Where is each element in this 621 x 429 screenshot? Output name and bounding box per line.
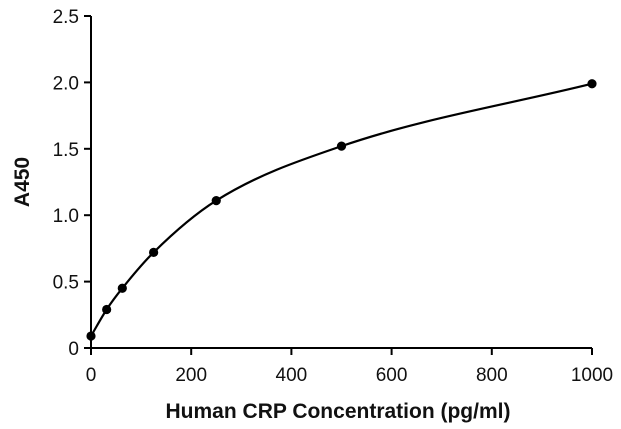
fit-curve (90, 82, 593, 337)
data-point (86, 331, 96, 341)
axes (90, 16, 592, 349)
x-tick-label: 600 (376, 365, 408, 386)
y-tick-label: 2.5 (53, 7, 79, 28)
x-tick-label: 1000 (571, 365, 613, 386)
y-tick-label: 0 (68, 339, 79, 360)
x-axis-title: Human CRP Concentration (pg/ml) (166, 400, 511, 423)
y-tick-label: 1.5 (53, 140, 79, 161)
data-point (211, 195, 221, 206)
x-tick-label: 800 (476, 365, 508, 386)
y-tick-label: 1.0 (53, 206, 79, 227)
data-point (117, 283, 127, 293)
data-point (102, 304, 112, 315)
y-axis-title: A450 (11, 157, 34, 207)
x-ticks: 0 200 400 600 800 1000 (86, 348, 613, 386)
x-tick-label: 200 (175, 365, 207, 386)
y-tick-label: 2.0 (53, 73, 79, 94)
data-points (86, 79, 597, 341)
x-tick-label: 0 (86, 365, 97, 386)
data-point (587, 79, 597, 89)
y-tick-label: 0.5 (53, 273, 79, 294)
data-point (149, 247, 159, 257)
y-ticks: 0 0.5 1.0 1.5 2.0 2.5 (53, 7, 91, 360)
x-tick-label: 400 (276, 365, 308, 386)
data-point (336, 141, 347, 151)
